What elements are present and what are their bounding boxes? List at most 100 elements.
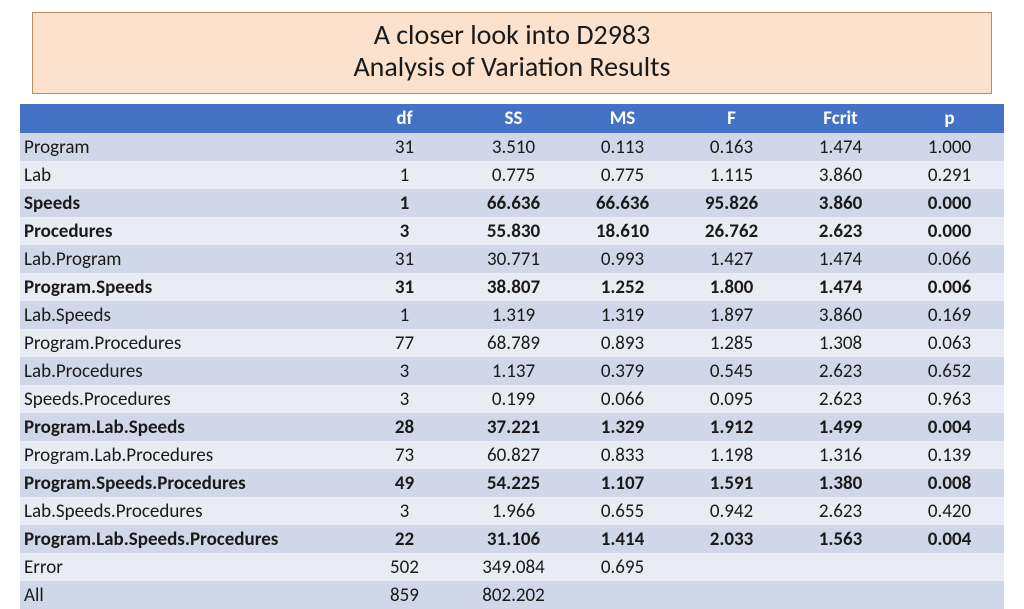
table-row: Procedures355.83018.61026.7622.6230.000: [20, 217, 1004, 245]
cell-ms: 0.695: [568, 553, 677, 581]
cell-f: 1.198: [677, 441, 786, 469]
col-header-df: df: [350, 104, 459, 133]
cell-ss: 31.106: [459, 525, 568, 553]
cell-ms: 1.329: [568, 413, 677, 441]
cell-label: Program.Speeds.Procedures: [20, 469, 350, 497]
cell-p: 0.000: [895, 217, 1004, 245]
cell-ms: 1.414: [568, 525, 677, 553]
table-row: Program.Procedures7768.7890.8931.2851.30…: [20, 329, 1004, 357]
cell-f: 2.033: [677, 525, 786, 553]
col-header-label: [20, 104, 350, 133]
cell-df: 49: [350, 469, 459, 497]
cell-df: 3: [350, 357, 459, 385]
cell-p: 0.004: [895, 525, 1004, 553]
cell-ss: 1.966: [459, 497, 568, 525]
cell-p: [895, 581, 1004, 609]
cell-p: 0.139: [895, 441, 1004, 469]
col-header-fcrit: Fcrit: [786, 104, 895, 133]
table-row: Program313.5100.1130.1631.4741.000: [20, 133, 1004, 161]
cell-ms: 1.107: [568, 469, 677, 497]
cell-ms: 1.319: [568, 301, 677, 329]
cell-ss: 55.830: [459, 217, 568, 245]
cell-p: 0.000: [895, 189, 1004, 217]
cell-fcrit: 1.316: [786, 441, 895, 469]
table-row: Program.Lab.Speeds2837.2211.3291.9121.49…: [20, 413, 1004, 441]
table-row: Lab.Speeds.Procedures31.9660.6550.9422.6…: [20, 497, 1004, 525]
cell-f: 0.545: [677, 357, 786, 385]
cell-ms: 0.833: [568, 441, 677, 469]
cell-fcrit: 2.623: [786, 217, 895, 245]
cell-fcrit: 2.623: [786, 385, 895, 413]
cell-label: Lab.Program: [20, 245, 350, 273]
cell-f: 0.163: [677, 133, 786, 161]
cell-fcrit: 1.380: [786, 469, 895, 497]
title-box: A closer look into D2983 Analysis of Var…: [32, 12, 992, 94]
col-header-ss: SS: [459, 104, 568, 133]
cell-label: Lab: [20, 161, 350, 189]
cell-df: 31: [350, 133, 459, 161]
cell-ss: 3.510: [459, 133, 568, 161]
cell-fcrit: 1.308: [786, 329, 895, 357]
cell-df: 22: [350, 525, 459, 553]
cell-ss: 1.319: [459, 301, 568, 329]
table-row: Speeds166.63666.63695.8263.8600.000: [20, 189, 1004, 217]
cell-label: Error: [20, 553, 350, 581]
cell-fcrit: 2.623: [786, 497, 895, 525]
cell-ss: 30.771: [459, 245, 568, 273]
cell-ms: 0.379: [568, 357, 677, 385]
cell-ms: 0.066: [568, 385, 677, 413]
cell-fcrit: 3.860: [786, 189, 895, 217]
cell-ss: 0.775: [459, 161, 568, 189]
cell-f: 1.591: [677, 469, 786, 497]
cell-ms: 0.113: [568, 133, 677, 161]
cell-ms: 0.893: [568, 329, 677, 357]
cell-ss: 37.221: [459, 413, 568, 441]
cell-ss: 54.225: [459, 469, 568, 497]
table-row: Lab10.7750.7751.1153.8600.291: [20, 161, 1004, 189]
cell-label: Program.Procedures: [20, 329, 350, 357]
cell-f: 1.285: [677, 329, 786, 357]
table-row: All859802.202: [20, 581, 1004, 609]
cell-fcrit: 1.474: [786, 133, 895, 161]
cell-df: 3: [350, 497, 459, 525]
cell-label: Speeds.Procedures: [20, 385, 350, 413]
table-row: Lab.Procedures31.1370.3790.5452.6230.652: [20, 357, 1004, 385]
cell-p: 0.066: [895, 245, 1004, 273]
cell-df: 31: [350, 273, 459, 301]
col-header-f: F: [677, 104, 786, 133]
cell-label: Program.Lab.Speeds.Procedures: [20, 525, 350, 553]
cell-ss: 60.827: [459, 441, 568, 469]
table-row: Program.Lab.Procedures7360.8270.8331.198…: [20, 441, 1004, 469]
cell-f: 1.427: [677, 245, 786, 273]
col-header-ms: MS: [568, 104, 677, 133]
cell-fcrit: 3.860: [786, 301, 895, 329]
cell-p: 0.169: [895, 301, 1004, 329]
cell-df: 28: [350, 413, 459, 441]
cell-ms: 0.655: [568, 497, 677, 525]
cell-ss: 38.807: [459, 273, 568, 301]
cell-fcrit: 1.563: [786, 525, 895, 553]
cell-f: 95.826: [677, 189, 786, 217]
cell-ms: 66.636: [568, 189, 677, 217]
col-header-p: p: [895, 104, 1004, 133]
cell-df: 1: [350, 161, 459, 189]
cell-fcrit: 1.499: [786, 413, 895, 441]
cell-fcrit: 2.623: [786, 357, 895, 385]
cell-df: 502: [350, 553, 459, 581]
cell-df: 1: [350, 301, 459, 329]
cell-ss: 802.202: [459, 581, 568, 609]
cell-p: 0.006: [895, 273, 1004, 301]
cell-f: 1.897: [677, 301, 786, 329]
cell-ss: 68.789: [459, 329, 568, 357]
cell-p: 0.063: [895, 329, 1004, 357]
cell-p: 0.963: [895, 385, 1004, 413]
cell-ms: [568, 581, 677, 609]
header-row: df SS MS F Fcrit p: [20, 104, 1004, 133]
table-row: Program.Speeds3138.8071.2521.8001.4740.0…: [20, 273, 1004, 301]
cell-f: 1.912: [677, 413, 786, 441]
cell-p: 0.652: [895, 357, 1004, 385]
cell-ms: 0.775: [568, 161, 677, 189]
cell-label: Lab.Speeds: [20, 301, 350, 329]
cell-p: 0.008: [895, 469, 1004, 497]
cell-fcrit: [786, 553, 895, 581]
